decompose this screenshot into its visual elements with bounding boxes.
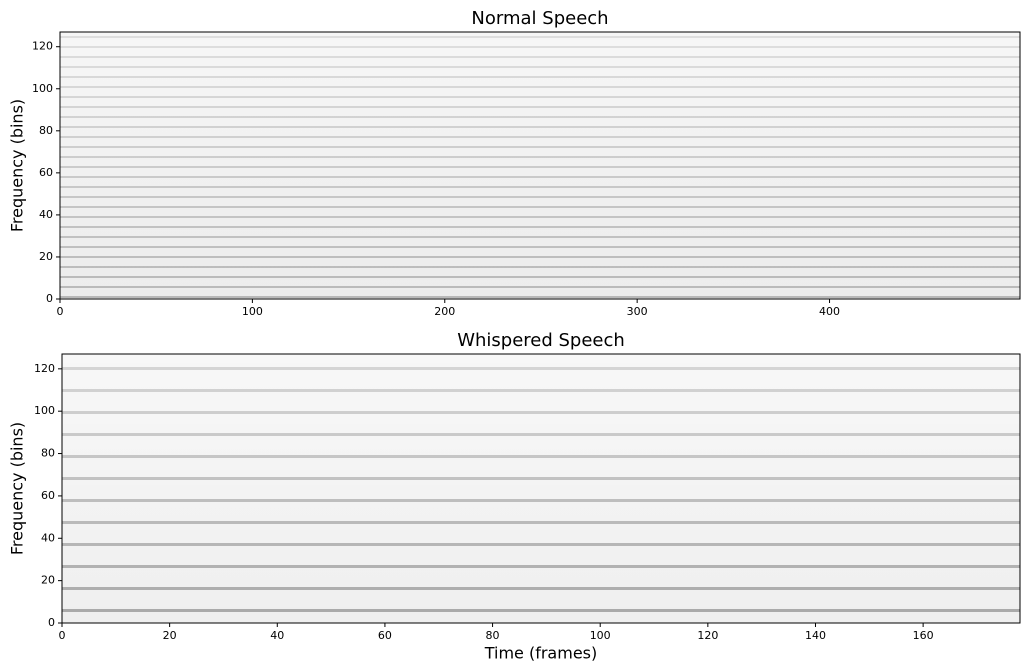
x-tick-label: 80	[486, 629, 500, 642]
x-tick-label: 100	[590, 629, 611, 642]
y-tick-label: 0	[46, 292, 53, 305]
y-tick-label: 20	[41, 574, 55, 587]
plot-background-1	[60, 32, 1020, 299]
x-tick-label: 120	[697, 629, 718, 642]
y-tick-label: 120	[32, 40, 53, 53]
x-tick-label: 400	[819, 305, 840, 318]
y-tick-label: 120	[34, 362, 55, 375]
y-tick-label: 40	[39, 208, 53, 221]
chart-title: Whispered Speech	[457, 330, 625, 351]
x-tick-label: 20	[163, 629, 177, 642]
x-tick-label: 0	[59, 629, 66, 642]
x-tick-label: 160	[913, 629, 934, 642]
plot-frame	[59, 31, 1021, 300]
x-axis-label: Time (frames)	[484, 644, 598, 661]
y-tick-label: 40	[41, 531, 55, 544]
x-tick-label: 300	[627, 305, 648, 318]
y-axis-label: Frequency (bins)	[8, 99, 27, 232]
plot-frame	[61, 353, 1021, 624]
x-tick-label: 200	[434, 305, 455, 318]
y-tick-label: 20	[39, 250, 53, 263]
x-tick-label: 100	[242, 305, 263, 318]
y-tick-label: 100	[32, 82, 53, 95]
y-axis-label: Frequency (bins)	[8, 422, 27, 555]
x-tick-label: 60	[378, 629, 392, 642]
y-tick-label: 60	[39, 166, 53, 179]
y-tick-label: 60	[41, 489, 55, 502]
x-tick-label: 0	[57, 305, 64, 318]
chart-title: Normal Speech	[471, 8, 608, 29]
y-tick-label: 100	[34, 404, 55, 417]
x-tick-label: 40	[270, 629, 284, 642]
plot-background-2	[62, 354, 1020, 623]
y-tick-label: 80	[39, 124, 53, 137]
x-tick-label: 140	[805, 629, 826, 642]
y-tick-label: 80	[41, 447, 55, 460]
y-tick-label: 0	[48, 616, 55, 629]
